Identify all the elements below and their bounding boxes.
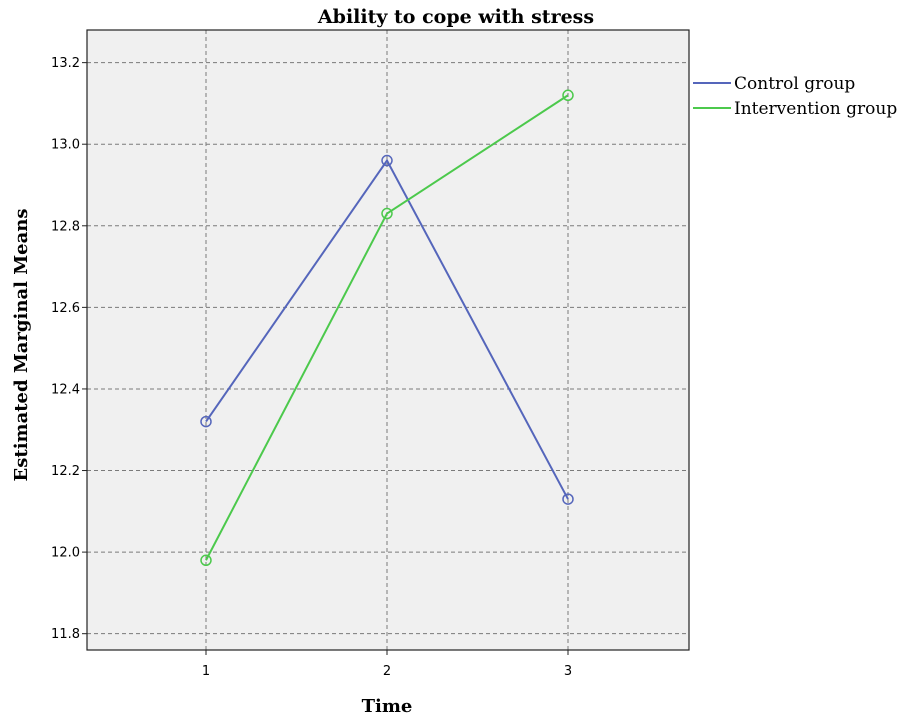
- y-tick-label: 12.8: [51, 219, 80, 234]
- y-tick-label: 12.4: [51, 382, 80, 397]
- y-tick-label: 13.0: [51, 138, 80, 153]
- legend-label-control-group: Control group: [734, 74, 855, 94]
- axis-layer: 11.8 12.0 12.2 12.4 12.6 12.8 13.0 13.2 1 2 3: [51, 56, 572, 679]
- series-control-group: [200, 154, 574, 505]
- data-point-control-group: [562, 493, 574, 505]
- y-tick-label: 12.2: [51, 464, 80, 479]
- y-tick-label: 11.8: [51, 627, 80, 642]
- plot-frame: [86, 29, 690, 651]
- x-axis-label: Time: [362, 696, 413, 717]
- x-tick-label: 1: [202, 664, 210, 679]
- chart-title: Ability to cope with stress: [317, 6, 594, 28]
- series-line-control-group: [205, 158, 569, 500]
- grid-layer: [87, 30, 689, 650]
- data-point-control-group: [381, 154, 393, 167]
- series-layer: [200, 89, 574, 567]
- legend: Control group Intervention group: [693, 74, 897, 119]
- series-intervention-group: [200, 89, 574, 567]
- series-line-intervention-group: [205, 94, 569, 561]
- data-point-control-group: [200, 415, 212, 428]
- x-tick-label: 2: [383, 664, 391, 679]
- y-tick-label: 13.2: [51, 56, 80, 71]
- y-tick-label: 12.6: [51, 301, 80, 316]
- plot-area: [87, 30, 689, 650]
- legend-label-intervention-group: Intervention group: [734, 99, 897, 119]
- data-point-intervention-group: [381, 207, 393, 220]
- y-tick-label: 12.0: [51, 546, 80, 561]
- y-axis-label: Estimated Marginal Means: [11, 209, 32, 482]
- data-point-intervention-group: [562, 89, 574, 102]
- data-point-intervention-group: [200, 554, 212, 567]
- x-tick-label: 3: [564, 664, 572, 679]
